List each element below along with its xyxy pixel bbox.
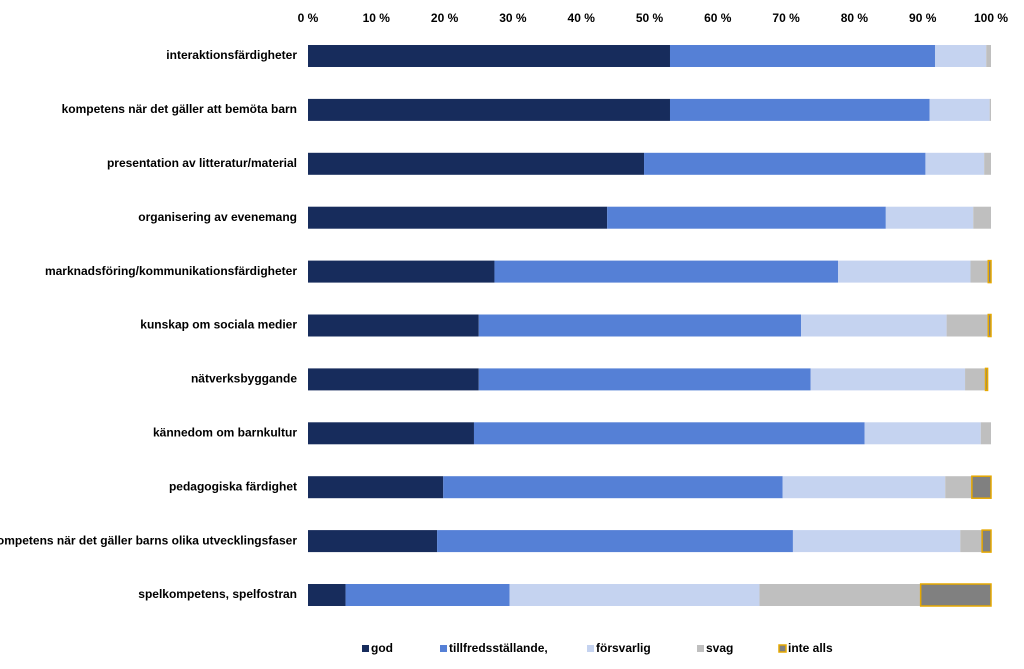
bar-segment	[607, 206, 886, 229]
bar-segment	[925, 152, 985, 175]
bar-segment	[919, 583, 992, 607]
category-labels: interaktionsfärdigheter kompetens när det…	[0, 48, 297, 601]
bar-segment	[864, 422, 981, 445]
category-label: marknadsföring/kommunikationsfärdigheter	[45, 264, 297, 278]
bar-segment	[801, 314, 947, 337]
bar-segment	[782, 476, 946, 499]
legend-swatch	[362, 645, 369, 652]
bar-segment	[478, 314, 802, 337]
bar-segment	[644, 152, 926, 175]
bar-segment	[929, 98, 990, 121]
bar-segment	[965, 368, 986, 391]
x-tick-label: 30 %	[499, 11, 527, 25]
x-tick-label: 0 %	[298, 11, 319, 25]
bar-segment	[984, 152, 991, 175]
x-tick-label: 20 %	[431, 11, 459, 25]
x-tick-label: 40 %	[568, 11, 596, 25]
x-tick-label: 90 %	[909, 11, 937, 25]
bar-segment	[885, 206, 974, 229]
x-tick-label: 50 %	[636, 11, 664, 25]
legend-label: god	[371, 641, 393, 655]
bar-segment	[987, 259, 992, 284]
bar-segment	[308, 314, 479, 337]
category-label: interaktionsfärdigheter	[166, 48, 297, 62]
x-tick-label: 80 %	[841, 11, 869, 25]
bar-segment	[308, 152, 645, 175]
bar-segment	[308, 98, 670, 121]
bar-segment	[984, 367, 989, 392]
bar-segment	[838, 260, 971, 283]
category-label: kompetens när det gäller barns olika utv…	[0, 533, 297, 547]
legend-swatch	[587, 645, 594, 652]
category-label: spelkompetens, spelfostran	[138, 587, 297, 601]
bar-segment	[509, 584, 760, 606]
bar-segment	[986, 45, 991, 67]
bar-segment	[987, 313, 992, 338]
legend-swatch	[778, 644, 787, 653]
category-label: kännedom om barnkultur	[153, 425, 297, 439]
bars	[308, 45, 992, 607]
bar-segment	[308, 260, 495, 283]
x-axis-tick-labels: 0 % 10 % 20 % 30 % 40 % 50 % 60 % 70 % 80 % 90 % 1…	[298, 11, 1009, 25]
bar-segment	[308, 206, 608, 229]
legend-swatch	[440, 645, 447, 652]
bar-segment	[970, 260, 989, 283]
bar-segment	[980, 422, 991, 445]
legend-label: inte alls	[788, 641, 833, 655]
bar-segment	[308, 422, 474, 445]
bar-segment	[946, 314, 989, 337]
x-tick-label: 10 %	[363, 11, 391, 25]
bar-segment	[494, 260, 839, 283]
bar-segment	[345, 584, 510, 606]
bar-segment	[308, 476, 444, 499]
category-label: kunskap om sociala medier	[140, 318, 297, 332]
bar-segment	[960, 530, 983, 553]
x-tick-label: 100 %	[974, 11, 1008, 25]
x-tick-label: 70 %	[772, 11, 800, 25]
category-label: organisering av evenemang	[138, 210, 297, 224]
bar-segment	[989, 98, 991, 121]
bar-segment	[473, 422, 865, 445]
category-label: kompetens när det gäller att bemöta barn	[62, 102, 297, 116]
legend-swatch	[697, 645, 704, 652]
bar-segment	[792, 530, 961, 553]
bar-segment	[669, 98, 930, 121]
bar-segment	[971, 475, 992, 499]
bar-segment	[478, 368, 811, 391]
bar-segment	[759, 584, 921, 606]
x-tick-label: 60 %	[704, 11, 732, 25]
legend: god tillfredsställande, försvarlig svag inte…	[362, 641, 833, 655]
category-label: nätverksbyggande	[191, 372, 297, 386]
bar-segment	[308, 530, 438, 553]
bar-segment	[443, 476, 783, 499]
bar-segment	[981, 529, 992, 553]
bar-segment	[945, 476, 972, 499]
bar-segment	[308, 584, 346, 606]
category-label: presentation av litteratur/material	[107, 156, 297, 170]
bar-segment	[308, 368, 479, 391]
bar-segment	[437, 530, 793, 553]
bar-segment	[308, 45, 670, 67]
legend-label: svag	[706, 641, 733, 655]
bar-segment	[810, 368, 966, 391]
bar-segment	[973, 206, 991, 229]
category-label: pedagogiska färdighet	[169, 479, 297, 493]
bar-segment	[669, 45, 935, 67]
legend-label: försvarlig	[596, 641, 651, 655]
legend-label: tillfredsställande,	[449, 641, 548, 655]
bar-segment	[934, 45, 987, 67]
